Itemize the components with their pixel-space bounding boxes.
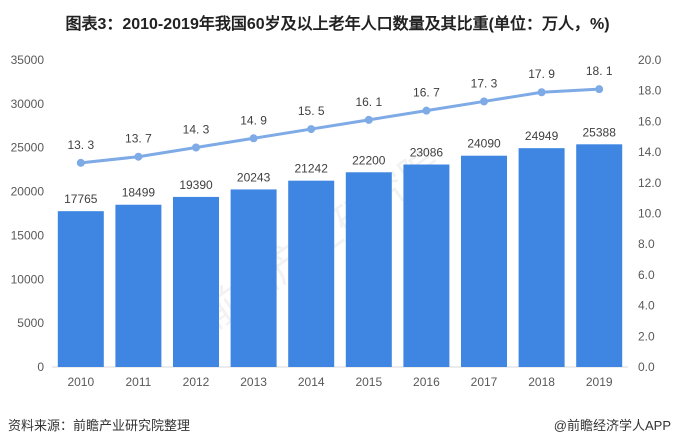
right-tick-label: 0.0 — [638, 360, 655, 374]
line-value-label: 16. 7 — [413, 86, 440, 100]
x-tick-label: 2015 — [355, 375, 382, 389]
right-tick-label: 10.0 — [638, 207, 662, 221]
right-tick-label: 16.0 — [638, 114, 662, 128]
bar-value-label: 18499 — [122, 186, 156, 200]
x-tick-label: 2010 — [67, 375, 94, 389]
credit-note: @前瞻经济学人APP — [553, 418, 671, 433]
bar — [115, 204, 162, 367]
x-tick-label: 2019 — [586, 375, 613, 389]
bar — [57, 211, 104, 367]
line-point — [480, 97, 488, 106]
bar — [288, 180, 335, 367]
line-point — [595, 85, 604, 94]
chart-svg: 前瞻产业研究院050001000015000200002500030000350… — [11, 53, 662, 389]
x-tick-label: 2011 — [125, 375, 151, 389]
line-value-label: 16. 1 — [355, 95, 382, 109]
line-value-label: 14. 9 — [240, 113, 267, 127]
x-tick-label: 2017 — [471, 375, 498, 389]
right-tick-label: 12.0 — [638, 176, 662, 190]
line-value-label: 15. 5 — [298, 104, 325, 118]
bar-value-label: 25388 — [583, 125, 617, 139]
bar — [518, 148, 565, 367]
left-tick-label: 25000 — [11, 141, 45, 155]
bar-value-label: 24090 — [467, 137, 501, 151]
line-point — [537, 88, 546, 97]
bar-value-label: 17765 — [64, 192, 98, 206]
line-value-label: 13. 3 — [67, 138, 94, 152]
left-tick-label: 0 — [37, 360, 44, 374]
right-tick-label: 14.0 — [638, 145, 662, 159]
line-point — [422, 106, 431, 115]
right-tick-label: 20.0 — [638, 53, 662, 67]
bar-value-label: 23086 — [410, 146, 444, 160]
bar — [173, 196, 219, 367]
x-tick-label: 2013 — [240, 375, 267, 389]
right-tick-label: 6.0 — [638, 268, 655, 282]
bar — [345, 172, 392, 367]
left-tick-label: 20000 — [11, 185, 45, 199]
chart-title: 图表3：2010-2019年我国60岁及以上老年人口数量及其比重(单位：万人，%… — [65, 16, 610, 33]
x-tick-label: 2012 — [183, 375, 210, 389]
line-point — [192, 143, 200, 152]
right-tick-label: 2.0 — [638, 329, 655, 343]
bar-value-label: 22200 — [352, 153, 386, 167]
bar — [576, 144, 623, 367]
line-point — [307, 125, 316, 134]
right-tick-label: 4.0 — [638, 299, 655, 313]
line-value-label: 17. 9 — [528, 67, 555, 81]
line-point — [134, 152, 143, 161]
right-tick-label: 18.0 — [638, 84, 662, 98]
x-tick-label: 2014 — [298, 375, 325, 389]
line-point — [364, 115, 373, 124]
bar — [230, 189, 277, 367]
left-tick-label: 35000 — [11, 53, 45, 67]
line-value-label: 17. 3 — [471, 76, 498, 90]
bar — [461, 155, 507, 367]
bar-value-label: 21242 — [295, 162, 329, 176]
left-tick-label: 30000 — [11, 97, 45, 111]
line-point — [76, 158, 85, 167]
x-tick-label: 2016 — [413, 375, 440, 389]
source-note: 资料来源：前瞻产业研究院整理 — [8, 418, 191, 433]
left-tick-label: 5000 — [17, 316, 44, 330]
left-tick-label: 15000 — [11, 228, 45, 242]
bar-value-label: 24949 — [525, 129, 559, 143]
line-value-label: 18. 1 — [586, 64, 613, 78]
line-series — [80, 87, 600, 165]
x-tick-label: 2018 — [528, 375, 555, 389]
line-value-label: 14. 3 — [183, 122, 210, 136]
bar-value-label: 20243 — [237, 170, 271, 184]
line-value-label: 13. 7 — [125, 132, 152, 146]
bar — [403, 164, 450, 367]
right-tick-label: 8.0 — [638, 237, 655, 251]
bar-value-label: 19390 — [179, 178, 213, 192]
left-tick-label: 10000 — [11, 272, 45, 286]
line-point — [249, 134, 258, 143]
